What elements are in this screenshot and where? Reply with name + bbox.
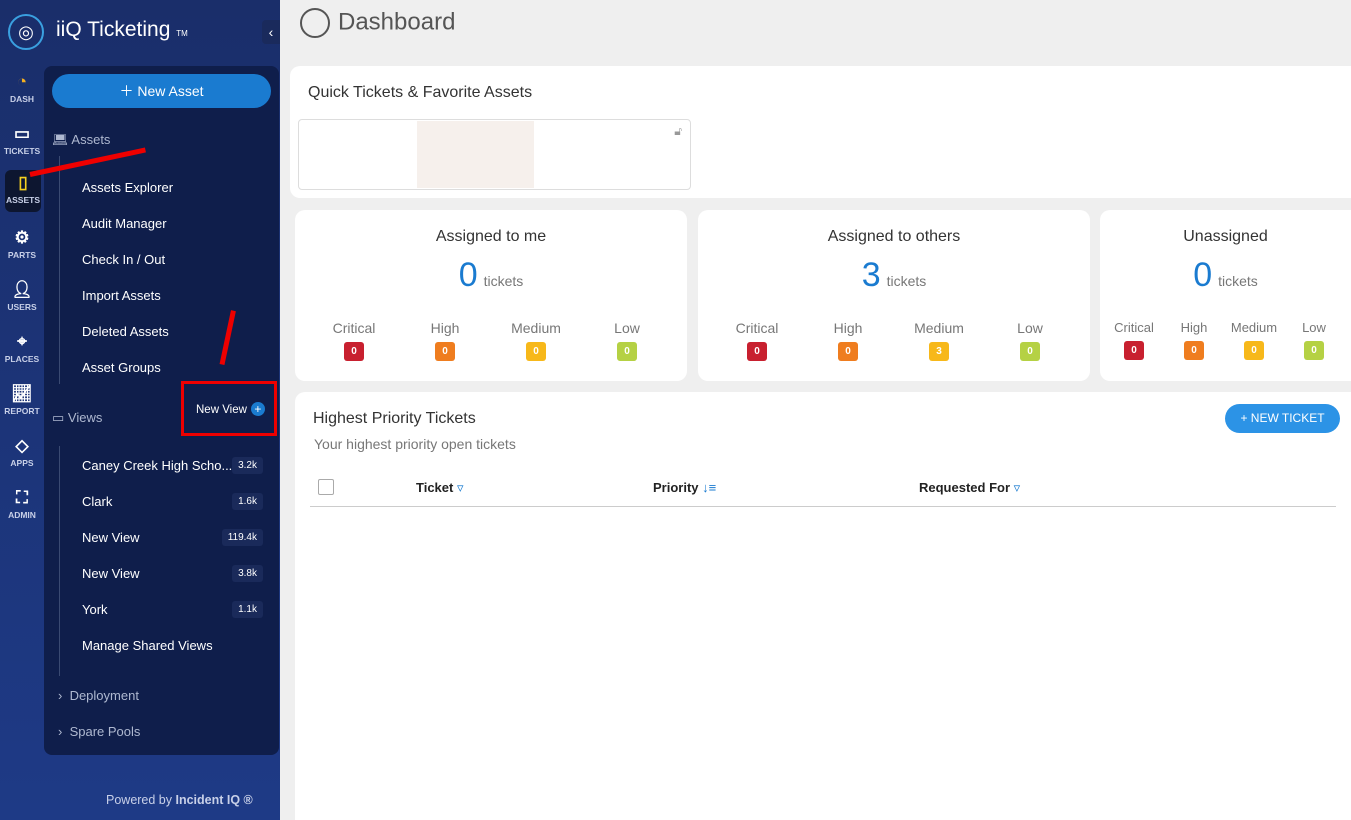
hp-title: Highest Priority Tickets [313, 410, 476, 427]
count-badge: 0 [526, 342, 546, 361]
view-count-badge: 1.1k [232, 601, 263, 618]
powered-by: Powered by Incident IQ ® [106, 793, 253, 807]
priority-medium[interactable]: Medium 0 [1226, 320, 1282, 360]
user-icon: 👤︎ [11, 280, 33, 299]
iiq-logo-icon: ◎ [8, 14, 44, 50]
manage-shared-views-link[interactable]: Manage Shared Views [82, 638, 213, 653]
gauge-icon [300, 8, 330, 38]
stat-card[interactable]: Assigned to others 3 tickets Critical 0 High 0… [698, 210, 1090, 381]
priority-critical[interactable]: Critical 0 [727, 320, 787, 361]
rail-users[interactable]: 👤︎ USERS [0, 280, 44, 312]
view-count-badge: 119.4k [221, 529, 263, 546]
count-badge: 0 [1124, 341, 1144, 360]
column-priority[interactable]: Priority ↓≡ [653, 480, 717, 495]
hp-subtitle: Your highest priority open tickets [314, 436, 516, 452]
priority-high[interactable]: High 0 [1166, 320, 1222, 360]
count-badge: 0 [344, 342, 364, 361]
org-chart-icon: ⛶ [16, 488, 28, 507]
priority-critical[interactable]: Critical 0 [324, 320, 384, 361]
view-item[interactable]: Clark [82, 494, 113, 509]
column-requested-for[interactable]: Requested For ▿ [919, 480, 1021, 495]
rail-tickets[interactable]: ▭ TICKETS [0, 124, 44, 156]
count-badge: 0 [617, 342, 637, 361]
rail-report[interactable]: 📈︎ REPORT [0, 384, 44, 416]
favorite-placeholder [417, 121, 534, 188]
page-title: Dashboard [300, 8, 455, 38]
highest-priority-card: Highest Priority Tickets Your highest pr… [295, 392, 1351, 820]
priority-critical[interactable]: Critical 0 [1106, 320, 1162, 360]
count-badge: 0 [435, 342, 455, 361]
count-badge: 0 [838, 342, 858, 361]
spare-pools-section[interactable]: › Spare Pools [58, 724, 141, 739]
view-count-badge: 1.6k [232, 493, 263, 510]
priority-low[interactable]: Low 0 [1286, 320, 1342, 360]
gear-icon: ⚙ [14, 228, 30, 247]
view-count-badge: 3.8k [232, 565, 263, 582]
count-badge: 0 [747, 342, 767, 361]
rail-assets[interactable]: ▯ ASSETS [5, 170, 41, 212]
asset-menu-item[interactable]: Asset Groups [82, 360, 161, 375]
chevron-down-icon: ▿ [1013, 480, 1021, 495]
count-badge: 0 [1304, 341, 1324, 360]
rail-dash[interactable]: ◔ DASH [0, 72, 44, 104]
plus-icon: ＋ [119, 83, 134, 99]
rail-places[interactable]: ⌖ PLACES [0, 332, 44, 364]
plus-circle-icon: + [250, 402, 265, 416]
new-asset-button[interactable]: ＋ New Asset [52, 74, 271, 108]
tablet-icon: ▯ [18, 173, 28, 192]
stat-card[interactable]: Unassigned 0 tickets Critical 0 High 0 Medium 0 L… [1100, 210, 1351, 381]
priority-high[interactable]: High 0 [818, 320, 878, 361]
priority-medium[interactable]: Medium 0 [506, 320, 566, 361]
count-badge: 0 [1184, 341, 1204, 360]
views-section-header[interactable]: ▭ Views [52, 410, 103, 425]
asset-menu-item[interactable]: Assets Explorer [82, 180, 174, 195]
view-item[interactable]: New View [82, 530, 140, 545]
lock-icon[interactable]: 🔓︎ [674, 124, 682, 138]
assets-section-header[interactable]: 💻︎ Assets [52, 132, 111, 147]
assets-panel: ＋ New Asset 💻︎ Assets Assets Explorer Aud… [44, 66, 279, 755]
priority-low[interactable]: Low 0 [1000, 320, 1060, 361]
chart-icon: 📈︎ [11, 384, 33, 403]
chevron-down-icon: ▿ [456, 480, 464, 495]
app-brand: iiQ Ticketing TM [56, 18, 188, 41]
divider [59, 156, 60, 384]
new-view-button[interactable]: New View + [181, 381, 277, 436]
rail-admin[interactable]: ⛶ ADMIN [0, 488, 44, 520]
divider [59, 446, 60, 676]
left-sidebar: ◎ iiQ Ticketing TM ‹ ◔ DASH ▭ TICKETS ▯ ASSET… [0, 0, 280, 820]
sort-icon: ↓≡ [702, 480, 717, 495]
view-item[interactable]: Caney Creek High Scho... [82, 458, 233, 473]
priority-medium[interactable]: Medium 3 [909, 320, 969, 361]
map-pin-icon: ⌖ [17, 332, 27, 351]
rail-apps[interactable]: ◇ APPS [0, 436, 44, 468]
column-ticket[interactable]: Ticket ▿ [416, 480, 464, 495]
apps-icon: ◇ [15, 436, 29, 455]
view-item[interactable]: York [82, 602, 108, 617]
view-item[interactable]: New View [82, 566, 140, 581]
select-all-checkbox[interactable] [318, 479, 334, 495]
view-count-badge: 3.2k [232, 457, 263, 474]
quick-tickets-title: Quick Tickets & Favorite Assets [308, 84, 533, 101]
asset-menu-item[interactable]: Check In / Out [82, 252, 166, 267]
favorite-tile[interactable]: 🔓︎ [298, 119, 691, 190]
laptop-icon: 💻︎ [52, 132, 69, 147]
stat-card[interactable]: Assigned to me 0 tickets Critical 0 High 0 Medi… [295, 210, 687, 381]
count-badge: 0 [1244, 341, 1264, 360]
gauge-icon: ◔ [16, 72, 28, 91]
asset-menu-item[interactable]: Import Assets [82, 288, 161, 303]
asset-menu-item[interactable]: Audit Manager [82, 216, 167, 231]
priority-high[interactable]: High 0 [415, 320, 475, 361]
ticket-icon: ▭ [13, 124, 31, 143]
count-badge: 0 [1020, 342, 1040, 361]
count-badge: 3 [929, 342, 949, 361]
deployment-section[interactable]: › Deployment [58, 688, 139, 703]
priority-low[interactable]: Low 0 [597, 320, 657, 361]
collapse-sidebar-button[interactable]: ‹ [262, 20, 280, 44]
new-ticket-button[interactable]: + NEW TICKET [1225, 404, 1340, 433]
divider [310, 506, 1336, 507]
window-icon: ▭ [52, 410, 65, 425]
quick-tickets-card: Quick Tickets & Favorite Assets 🔓︎ [290, 66, 1351, 198]
rail-parts[interactable]: ⚙ PARTS [0, 228, 44, 260]
asset-menu-item[interactable]: Deleted Assets [82, 324, 169, 339]
